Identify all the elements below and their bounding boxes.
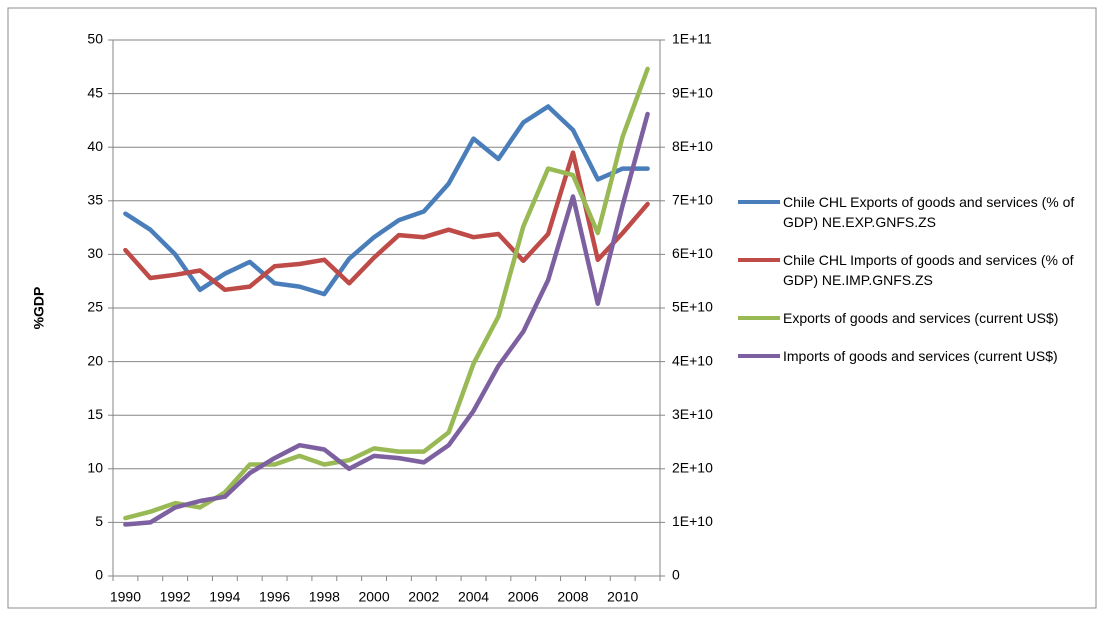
legend-label: Imports of goods and services (current U… bbox=[783, 348, 1058, 364]
legend-label: Chile CHL Exports of goods and services … bbox=[783, 194, 1075, 230]
series-line bbox=[123, 150, 650, 293]
y2-tick-label: 1E+11 bbox=[672, 31, 712, 47]
series-line bbox=[123, 66, 650, 521]
legend-label: Exports of goods and services (current U… bbox=[783, 310, 1059, 326]
y2-tick-label: 8E+10 bbox=[672, 138, 713, 154]
x-tick-label: 1990 bbox=[110, 589, 141, 605]
y-tick-label: 20 bbox=[87, 352, 103, 368]
x-tick-label: 1994 bbox=[209, 589, 240, 605]
y-tick-label: 25 bbox=[87, 299, 103, 315]
legend-label: Chile CHL Imports of goods and services … bbox=[783, 252, 1074, 288]
y-axis-label: %GDP bbox=[31, 287, 47, 330]
y-tick-label: 35 bbox=[87, 192, 103, 208]
y2-tick-label: 5E+10 bbox=[672, 299, 713, 315]
x-tick-label: 2002 bbox=[408, 589, 439, 605]
legend-item: Exports of goods and services (current U… bbox=[738, 308, 1083, 328]
x-tick-label: 2008 bbox=[557, 589, 588, 605]
y-tick-label: 0 bbox=[95, 567, 103, 583]
x-tick-label: 1996 bbox=[259, 589, 290, 605]
legend-item: Chile CHL Imports of goods and services … bbox=[738, 250, 1083, 290]
y2-tick-label: 1E+10 bbox=[672, 513, 713, 529]
legend-swatch bbox=[738, 200, 780, 204]
y-tick-label: 10 bbox=[87, 460, 103, 476]
legend: Chile CHL Exports of goods and services … bbox=[738, 192, 1083, 384]
series-line bbox=[123, 111, 650, 527]
legend-swatch bbox=[738, 316, 780, 320]
legend-item: Chile CHL Exports of goods and services … bbox=[738, 192, 1083, 232]
x-tick-label: 1992 bbox=[160, 589, 191, 605]
y-tick-label: 45 bbox=[87, 84, 103, 100]
y2-tick-label: 4E+10 bbox=[672, 352, 713, 368]
x-tick-label: 1998 bbox=[309, 589, 340, 605]
y-tick-label: 15 bbox=[87, 406, 103, 422]
y2-tick-label: 7E+10 bbox=[672, 192, 713, 208]
y-tick-label: 50 bbox=[87, 31, 103, 47]
y-tick-label: 30 bbox=[87, 245, 103, 261]
y2-tick-label: 0 bbox=[672, 567, 680, 583]
legend-item: Imports of goods and services (current U… bbox=[738, 346, 1083, 366]
y2-tick-label: 9E+10 bbox=[672, 84, 713, 100]
chart-border bbox=[7, 7, 1097, 609]
legend-swatch bbox=[738, 354, 780, 358]
y-tick-label: 40 bbox=[87, 138, 103, 154]
y2-tick-label: 2E+10 bbox=[672, 460, 713, 476]
x-tick-label: 2000 bbox=[358, 589, 389, 605]
legend-swatch bbox=[738, 258, 780, 262]
x-tick-label: 2006 bbox=[508, 589, 539, 605]
y-tick-label: 5 bbox=[95, 513, 103, 529]
y2-tick-label: 3E+10 bbox=[672, 406, 713, 422]
y2-tick-label: 6E+10 bbox=[672, 245, 713, 261]
x-tick-label: 2010 bbox=[607, 589, 638, 605]
x-tick-label: 2004 bbox=[458, 589, 489, 605]
